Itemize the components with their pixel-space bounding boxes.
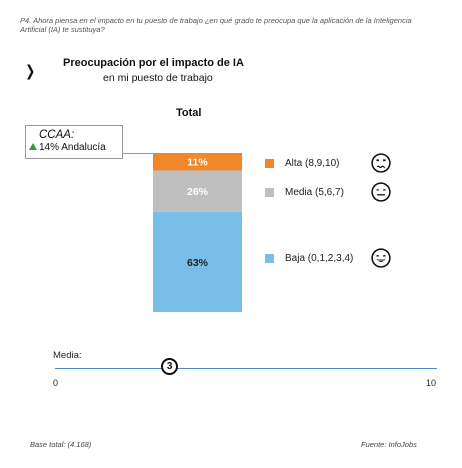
legend-label: Media (5,6,7): [285, 187, 344, 198]
bar-segment-0: [153, 211, 242, 312]
scale-max-label: 10: [426, 378, 437, 388]
chevron-right-icon: ❯: [25, 63, 36, 80]
legend-label: Alta (8,9,10): [285, 158, 340, 169]
legend-swatch: [265, 188, 274, 197]
smiling-face-icon: [371, 248, 391, 273]
bar-segment-1: [153, 170, 242, 212]
survey-question: P4. Ahora piensa en el impacto en tu pue…: [20, 16, 412, 34]
category-label-total: Total: [176, 107, 202, 119]
mean-scale-line: [55, 368, 437, 369]
callout-connector: [123, 153, 153, 154]
bar-data-label: 63%: [187, 257, 209, 269]
worried-face-icon: [371, 153, 391, 178]
neutral-face-icon: [371, 182, 391, 207]
scale-min-label: 0: [53, 378, 59, 388]
mean-label: Media:: [53, 350, 82, 361]
ccaa-callout: CCAA: 14% Andalucía: [25, 125, 123, 159]
legend-swatch: [265, 254, 274, 263]
ccaa-row: 14% Andalucía: [29, 142, 122, 153]
bar-segment-2: [153, 153, 242, 171]
mean-marker: 3: [161, 358, 179, 375]
ccaa-value: 14% Andalucía: [39, 142, 106, 153]
trend-up-icon: [29, 143, 37, 150]
bar-data-label: 11%: [187, 157, 208, 169]
legend-label: Baja (0,1,2,3,4): [285, 253, 354, 264]
legend-swatch: [265, 159, 274, 168]
ccaa-title: CCAA:: [39, 129, 75, 141]
chart-subtitle: en mi puesto de trabajo: [103, 72, 213, 84]
source: Fuente: InfoJobs: [361, 440, 417, 449]
bar-data-label: 26%: [187, 186, 209, 198]
base-total: Base total: (4.168): [30, 440, 92, 449]
chart-title: Preocupación por el impacto de IA: [63, 57, 244, 69]
